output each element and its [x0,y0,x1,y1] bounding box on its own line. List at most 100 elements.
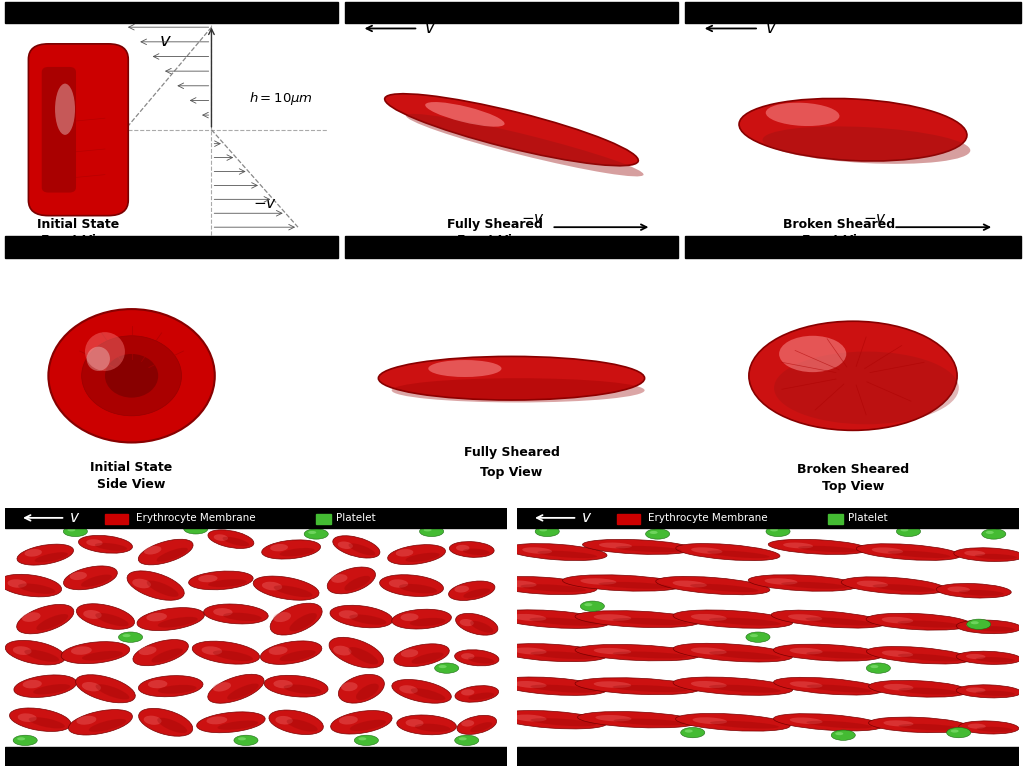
Ellipse shape [25,650,59,662]
Ellipse shape [17,544,74,565]
Ellipse shape [392,609,452,629]
Ellipse shape [188,571,253,590]
Ellipse shape [358,737,367,741]
Ellipse shape [562,575,682,591]
Bar [685,236,1021,258]
Ellipse shape [958,590,1004,596]
Ellipse shape [788,614,822,621]
Ellipse shape [868,717,969,733]
Bar [316,514,332,524]
Ellipse shape [407,114,643,176]
Ellipse shape [514,715,547,721]
Ellipse shape [213,651,253,661]
Ellipse shape [17,737,26,741]
Ellipse shape [455,685,499,702]
Ellipse shape [966,654,985,659]
Ellipse shape [595,715,632,721]
Ellipse shape [578,711,697,728]
Ellipse shape [86,539,102,546]
Ellipse shape [71,646,92,654]
Ellipse shape [400,649,418,658]
Ellipse shape [872,584,935,592]
Ellipse shape [331,574,347,583]
Ellipse shape [438,665,446,668]
Ellipse shape [36,614,69,631]
Ellipse shape [946,728,971,738]
Ellipse shape [953,547,1024,561]
Ellipse shape [70,572,87,580]
Ellipse shape [280,650,315,661]
Ellipse shape [63,566,118,590]
Ellipse shape [434,663,459,673]
Ellipse shape [410,618,445,626]
Ellipse shape [456,614,498,635]
Bar [5,236,338,258]
Ellipse shape [763,126,971,164]
Ellipse shape [870,665,879,668]
Ellipse shape [349,614,386,624]
Ellipse shape [882,651,913,657]
Ellipse shape [487,577,597,594]
Ellipse shape [581,601,604,611]
Text: Front View: Front View [41,233,116,246]
Ellipse shape [14,675,77,698]
Ellipse shape [594,681,631,688]
Bar [617,514,640,524]
Ellipse shape [770,528,778,531]
Ellipse shape [540,528,547,531]
Ellipse shape [455,650,499,666]
Ellipse shape [461,689,474,695]
Ellipse shape [594,648,631,654]
Ellipse shape [87,346,110,371]
Ellipse shape [82,651,123,661]
Ellipse shape [888,551,950,558]
Ellipse shape [450,541,495,557]
Ellipse shape [233,735,258,745]
Ellipse shape [856,544,961,561]
Text: v: v [160,32,170,50]
Ellipse shape [536,526,559,537]
Ellipse shape [17,713,37,722]
Ellipse shape [380,574,443,597]
Ellipse shape [783,543,813,548]
Ellipse shape [773,714,883,731]
Ellipse shape [673,677,793,695]
Ellipse shape [581,578,616,584]
Ellipse shape [197,711,265,733]
Ellipse shape [807,685,872,692]
Bar [517,747,1019,766]
Ellipse shape [806,651,872,658]
Ellipse shape [709,685,780,693]
Ellipse shape [138,539,194,565]
Ellipse shape [612,651,687,658]
Bar [5,508,507,527]
Ellipse shape [331,711,392,734]
Ellipse shape [264,675,328,697]
Ellipse shape [950,729,958,732]
Ellipse shape [947,587,970,592]
Ellipse shape [871,547,903,554]
Ellipse shape [146,581,178,597]
Ellipse shape [127,571,184,601]
Ellipse shape [599,543,632,548]
Text: v: v [71,511,79,525]
Ellipse shape [459,737,467,741]
Ellipse shape [900,528,908,531]
Ellipse shape [262,581,283,591]
Ellipse shape [29,717,65,728]
Ellipse shape [766,102,840,126]
Ellipse shape [415,724,451,732]
Ellipse shape [673,610,793,628]
Ellipse shape [208,530,254,548]
Ellipse shape [95,543,127,551]
Ellipse shape [284,685,322,694]
Ellipse shape [207,716,227,725]
Ellipse shape [495,610,609,628]
Ellipse shape [749,321,957,430]
Ellipse shape [774,352,958,424]
Ellipse shape [13,735,37,745]
Ellipse shape [330,605,393,628]
Ellipse shape [615,546,682,552]
Ellipse shape [982,529,1006,539]
Ellipse shape [213,608,232,616]
